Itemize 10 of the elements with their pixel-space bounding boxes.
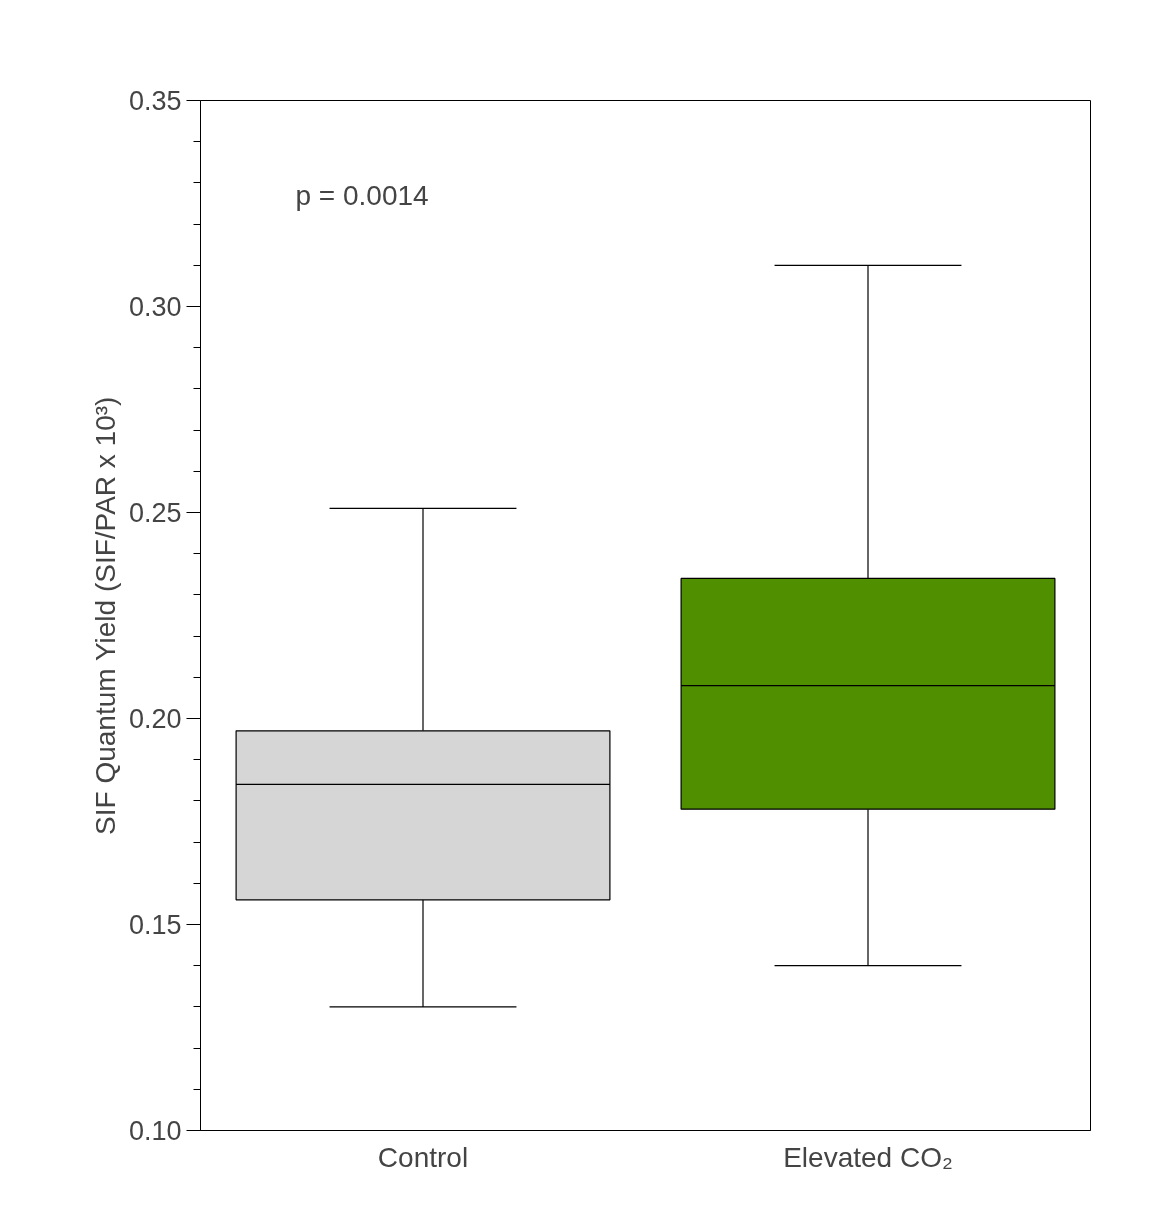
y-axis-title: SIF Quantum Yield (SIF/PAR x 10³)	[89, 396, 121, 835]
annotation: p = 0.0014	[295, 179, 429, 211]
y-tick-label: 0.20	[128, 704, 182, 734]
y-tick-label: 0.10	[128, 1116, 182, 1146]
y-tick-label: 0.35	[128, 86, 182, 116]
y-tick-label: 0.15	[128, 910, 182, 940]
y-tick-label: 0.25	[128, 498, 182, 528]
y-tick-label: 0.30	[128, 292, 182, 322]
x-tick-label: Elevated CO₂	[783, 1141, 953, 1173]
x-tick-label: Control	[377, 1141, 469, 1173]
